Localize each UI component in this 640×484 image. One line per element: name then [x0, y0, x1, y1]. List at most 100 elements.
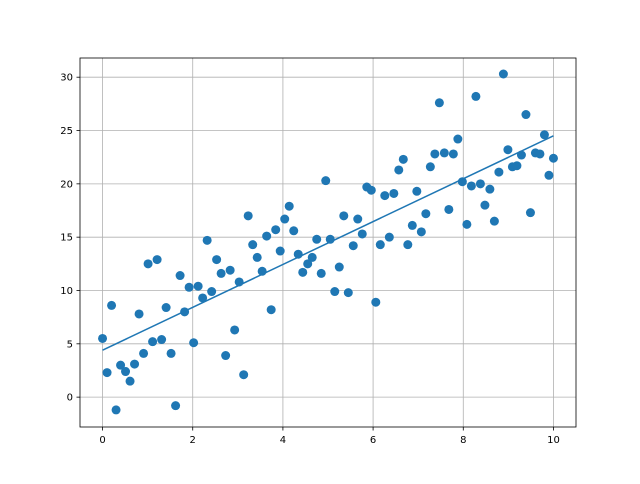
y-tick-label: 25	[60, 126, 73, 137]
point	[243, 211, 253, 221]
point	[375, 240, 385, 250]
point	[252, 252, 262, 262]
point	[471, 91, 481, 101]
point	[334, 262, 344, 272]
point	[266, 305, 276, 315]
point	[125, 376, 135, 386]
point	[221, 351, 231, 361]
point	[275, 246, 285, 256]
plot-frame	[79, 57, 577, 428]
point	[475, 179, 485, 189]
point	[271, 225, 281, 235]
point	[348, 241, 358, 251]
point	[198, 293, 208, 303]
point	[521, 110, 531, 120]
point	[216, 268, 226, 278]
point	[343, 288, 353, 298]
point	[389, 188, 399, 198]
point	[280, 214, 290, 224]
point	[284, 201, 294, 211]
point	[366, 185, 376, 195]
point	[321, 176, 331, 186]
point	[303, 259, 313, 269]
point	[398, 154, 408, 164]
point	[212, 255, 222, 265]
point	[480, 200, 490, 210]
point	[262, 231, 272, 241]
point	[444, 204, 454, 214]
point	[430, 149, 440, 159]
point	[462, 219, 472, 229]
point	[489, 216, 499, 226]
point	[421, 209, 431, 219]
x-tick-label: 2	[190, 435, 196, 446]
point	[102, 368, 112, 378]
point	[189, 338, 199, 348]
point	[134, 309, 144, 319]
point	[143, 259, 153, 269]
y-tick-label: 30	[60, 73, 73, 84]
point	[193, 281, 203, 291]
y-tick-label: 20	[60, 179, 73, 190]
point	[544, 170, 554, 180]
point	[289, 226, 299, 236]
point	[107, 300, 117, 310]
point	[239, 370, 249, 380]
point	[503, 145, 513, 155]
point	[498, 69, 508, 79]
point	[494, 167, 504, 177]
point	[403, 240, 413, 250]
x-tick-label: 6	[370, 435, 376, 446]
point	[353, 214, 363, 224]
point	[175, 271, 185, 281]
point	[407, 220, 417, 230]
point	[535, 149, 545, 159]
point	[166, 348, 176, 358]
x-tick-label: 4	[280, 435, 286, 446]
point	[371, 297, 381, 307]
point	[548, 153, 558, 163]
x-tick-label: 10	[547, 435, 560, 446]
point	[434, 98, 444, 108]
point	[330, 287, 340, 297]
point	[416, 227, 426, 237]
point	[525, 208, 535, 218]
x-tick-label: 0	[99, 435, 105, 446]
point	[161, 303, 171, 313]
point	[111, 405, 121, 415]
point	[202, 235, 212, 245]
fit-line	[102, 135, 554, 351]
point	[539, 130, 549, 140]
point	[439, 148, 449, 158]
point	[116, 360, 126, 370]
point	[425, 162, 435, 172]
point	[512, 161, 522, 171]
point	[448, 149, 458, 159]
point	[152, 255, 162, 265]
point	[339, 211, 349, 221]
point	[316, 268, 326, 278]
point	[148, 337, 158, 347]
point	[230, 325, 240, 335]
point	[394, 165, 404, 175]
point	[98, 333, 108, 343]
point	[184, 282, 194, 292]
x-tick-label: 8	[460, 435, 466, 446]
point	[307, 252, 317, 262]
point	[157, 335, 167, 345]
point	[357, 229, 367, 239]
point	[139, 348, 149, 358]
point	[130, 359, 140, 369]
point	[312, 234, 322, 244]
point	[121, 367, 131, 377]
point	[453, 134, 463, 144]
y-tick-label: 15	[60, 233, 73, 244]
point	[171, 401, 181, 411]
point	[298, 267, 308, 277]
point	[412, 186, 422, 196]
y-tick-label: 10	[60, 286, 73, 297]
point	[225, 265, 235, 275]
point	[466, 181, 476, 191]
y-tick-label: 0	[67, 393, 73, 404]
